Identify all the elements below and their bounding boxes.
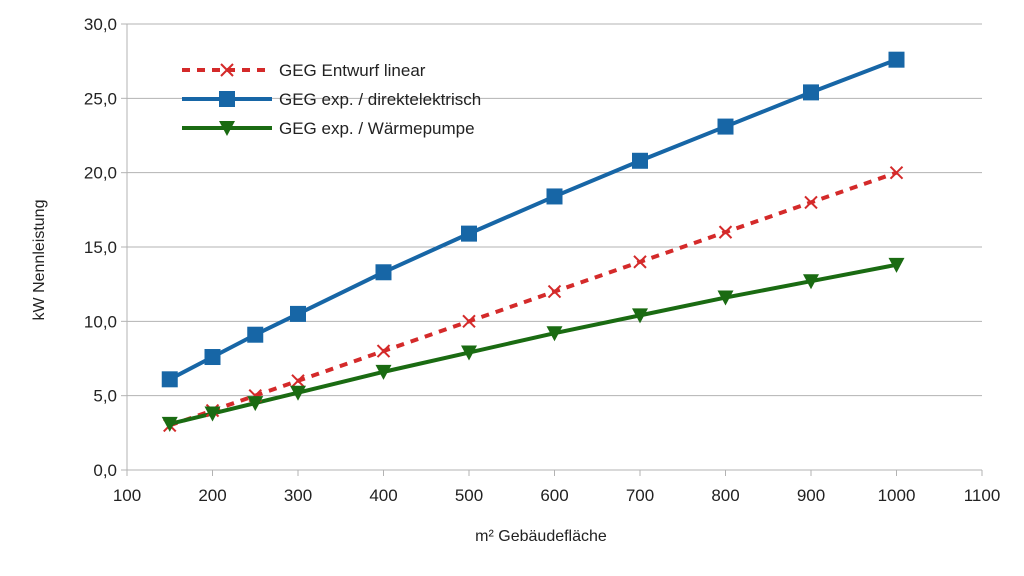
legend-marker-2 bbox=[219, 91, 235, 107]
x-marker-stroke bbox=[804, 195, 818, 210]
series-line-1 bbox=[169, 170, 898, 428]
x-tick-label: 500 bbox=[455, 486, 483, 505]
data-point-series-3 bbox=[803, 274, 819, 290]
x-tick-label: 100 bbox=[113, 486, 141, 505]
data-point-series-1 bbox=[718, 225, 733, 239]
data-point-series-3 bbox=[632, 308, 648, 324]
x-tick-label: 400 bbox=[369, 486, 397, 505]
data-point-series-2 bbox=[888, 51, 905, 68]
data-point-series-2 bbox=[461, 225, 477, 242]
data-point-series-3 bbox=[290, 385, 306, 401]
x-tick-label: 600 bbox=[540, 486, 568, 505]
x-marker-stroke bbox=[220, 63, 234, 77]
series-lines bbox=[168, 57, 898, 428]
x-marker-stroke bbox=[633, 255, 647, 269]
x-tick-label: 1000 bbox=[878, 486, 916, 505]
data-point-series-1 bbox=[462, 314, 476, 329]
x-marker-stroke bbox=[547, 284, 562, 299]
x-tick-label: 900 bbox=[797, 486, 825, 505]
x-tick-label: 300 bbox=[284, 486, 312, 505]
data-point-series-2 bbox=[717, 118, 734, 135]
y-tick-label: 0,0 bbox=[93, 461, 117, 480]
data-point-series-1 bbox=[804, 195, 818, 210]
data-point-series-3 bbox=[204, 406, 221, 422]
data-point-series-2 bbox=[546, 188, 563, 205]
x-marker-stroke bbox=[376, 344, 391, 358]
y-tick-labels: 0,0 5,0 10,0 15,0 20,0 25,0 30,0 bbox=[84, 15, 117, 480]
x-axis-title: m² Gebäudefläche bbox=[475, 528, 607, 545]
data-point-series-2 bbox=[632, 152, 648, 169]
x-tick-label: 200 bbox=[198, 486, 226, 505]
series-line-3 bbox=[169, 262, 897, 426]
y-tick-label: 5,0 bbox=[93, 387, 117, 406]
x-marker-stroke bbox=[889, 165, 904, 180]
series-markers bbox=[161, 51, 905, 433]
x-tick-label: 1100 bbox=[964, 486, 1001, 505]
y-tick-label: 20,0 bbox=[84, 164, 117, 183]
data-point-series-2 bbox=[247, 326, 264, 343]
data-point-series-2 bbox=[161, 371, 178, 388]
data-point-series-2 bbox=[375, 264, 392, 281]
data-point-series-3 bbox=[888, 257, 905, 273]
legend-label-2: GEG exp. / direktelektrisch bbox=[279, 90, 481, 109]
legend-label-1: GEG Entwurf linear bbox=[279, 61, 426, 80]
x-tick-label: 700 bbox=[626, 486, 654, 505]
data-point-series-1 bbox=[889, 165, 904, 180]
data-point-series-3 bbox=[161, 416, 178, 432]
data-point-series-1 bbox=[376, 344, 391, 358]
legend-marker-1 bbox=[220, 63, 234, 77]
y-tick-label: 15,0 bbox=[84, 238, 117, 257]
y-tick-label: 30,0 bbox=[84, 15, 117, 34]
data-point-series-3 bbox=[546, 326, 563, 342]
axes bbox=[121, 23, 983, 476]
y-tick-label: 25,0 bbox=[84, 89, 117, 108]
data-point-series-3 bbox=[247, 396, 264, 412]
data-point-series-1 bbox=[547, 284, 562, 299]
x-tick-label: 800 bbox=[711, 486, 739, 505]
legend-label-3: GEG exp. / Wärmepumpe bbox=[279, 119, 475, 138]
legend: GEG Entwurf linear GEG exp. / direktelekt… bbox=[182, 61, 481, 138]
data-point-series-3 bbox=[375, 364, 392, 380]
data-point-series-3 bbox=[461, 345, 477, 361]
data-point-series-3 bbox=[717, 290, 734, 306]
legend-marker-3 bbox=[219, 121, 235, 136]
y-tick-label: 10,0 bbox=[84, 312, 117, 331]
data-point-series-2 bbox=[290, 305, 306, 322]
data-point-series-2 bbox=[204, 349, 221, 366]
data-point-series-1 bbox=[633, 255, 647, 269]
x-marker-stroke bbox=[291, 374, 305, 388]
data-point-series-1 bbox=[291, 374, 305, 388]
x-marker-stroke bbox=[718, 225, 733, 239]
data-point-series-2 bbox=[803, 84, 819, 101]
y-axis-title: kW Nennleistung bbox=[31, 200, 48, 321]
x-marker-stroke bbox=[462, 314, 476, 329]
x-tick-labels: 100 200 300 400 500 600 700 800 900 1000 1100 bbox=[113, 486, 1000, 505]
